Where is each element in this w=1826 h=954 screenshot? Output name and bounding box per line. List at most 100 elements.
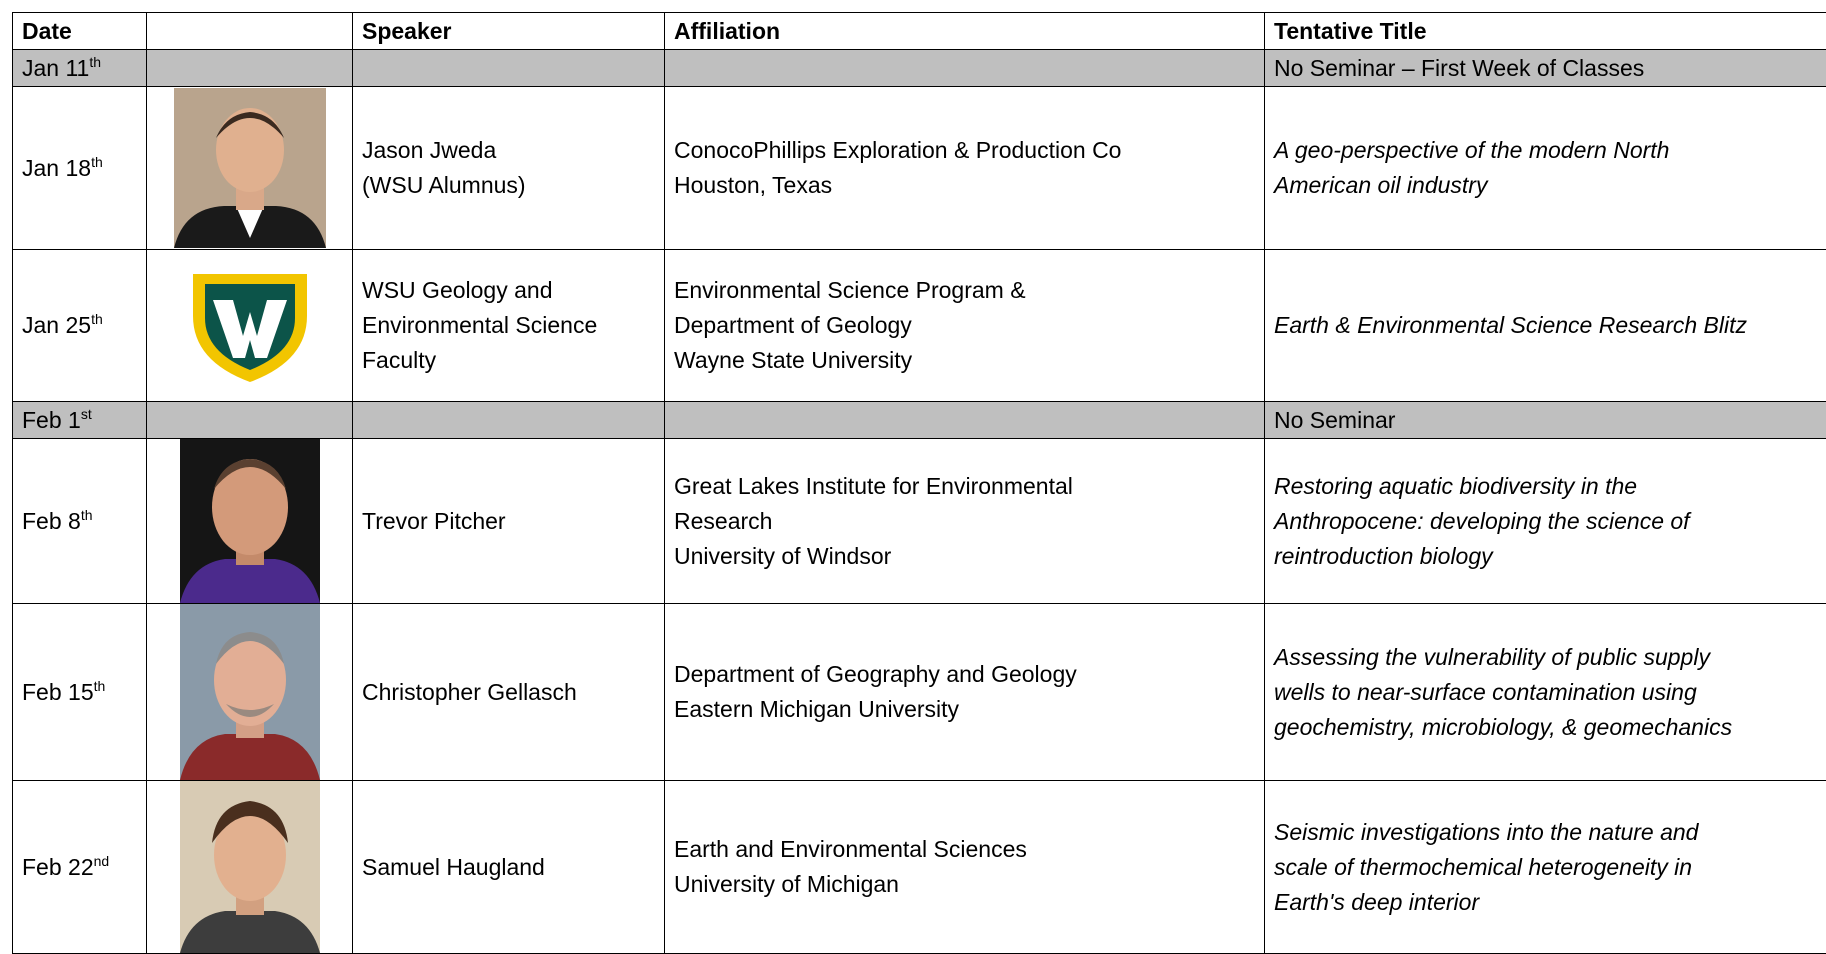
photo-cell — [147, 50, 353, 87]
text-line: geochemistry, microbiology, & geomechani… — [1274, 710, 1826, 745]
affiliation-cell: ConocoPhillips Exploration & Production … — [665, 87, 1265, 250]
text-line: Environmental Science — [362, 308, 655, 343]
date-text: Jan 11 — [22, 55, 89, 81]
table-row: Jan 11th No Seminar – First Week of Class… — [13, 50, 1826, 87]
speaker-photo — [185, 266, 315, 386]
photo-cell — [147, 402, 353, 439]
text-line: Trevor Pitcher — [362, 504, 655, 539]
text-line: Anthropocene: developing the science of — [1274, 504, 1826, 539]
date-cell: Jan 25th — [13, 250, 147, 402]
text-line: Department of Geology — [674, 308, 1255, 343]
date-suffix: th — [89, 54, 101, 70]
text-line: Faculty — [362, 343, 655, 378]
text-line: Houston, Texas — [674, 168, 1255, 203]
text-line: scale of thermochemical heterogeneity in — [1274, 850, 1826, 885]
text-line: University of Michigan — [674, 867, 1255, 902]
header-cell — [147, 13, 353, 50]
speaker-cell — [353, 402, 665, 439]
text-line: American oil industry — [1274, 168, 1826, 203]
date-text: Feb 8 — [22, 508, 81, 534]
text-line: Environmental Science Program & — [674, 273, 1255, 308]
affiliation-cell — [665, 50, 1265, 87]
title-cell: Seismic investigations into the nature a… — [1265, 781, 1826, 954]
text-line: Earth & Environmental Science Research B… — [1274, 308, 1826, 343]
text-line: Great Lakes Institute for Environmental — [674, 469, 1255, 504]
date-cell: Jan 18th — [13, 87, 147, 250]
text-line: Christopher Gellasch — [362, 675, 655, 710]
affiliation-cell: Environmental Science Program &Departmen… — [665, 250, 1265, 402]
date-suffix: th — [91, 154, 103, 170]
table-row: Feb 22nd Samuel Haugland Earth and Environ… — [13, 781, 1826, 954]
header-cell: Affiliation — [665, 13, 1265, 50]
speaker-cell — [353, 50, 665, 87]
date-text: Feb 22 — [22, 854, 94, 880]
date-suffix: th — [94, 678, 106, 694]
text-line: Jason Jweda — [362, 133, 655, 168]
schedule-table: Date Speaker Affiliation Tentative Title… — [12, 12, 1826, 954]
table-row: Feb 8th Trevor Pitcher Great Lakes Institu… — [13, 439, 1826, 604]
date-cell: Feb 8th — [13, 439, 147, 604]
text-line: A geo-perspective of the modern North — [1274, 133, 1826, 168]
photo-cell — [147, 439, 353, 604]
date-suffix: nd — [94, 853, 110, 869]
photo-cell — [147, 781, 353, 954]
table-row: Feb 1st No Seminar — [13, 402, 1826, 439]
text-line: ConocoPhillips Exploration & Production … — [674, 133, 1255, 168]
date-cell: Jan 11th — [13, 50, 147, 87]
page: Date Speaker Affiliation Tentative Title… — [0, 0, 1826, 949]
title-cell: No Seminar – First Week of Classes — [1265, 50, 1826, 87]
header-cell: Tentative Title — [1265, 13, 1826, 50]
date-text: Jan 25 — [22, 312, 91, 338]
photo-cell — [147, 250, 353, 402]
title-cell: Assessing the vulnerability of public su… — [1265, 604, 1826, 781]
photo-cell — [147, 87, 353, 250]
date-suffix: st — [81, 406, 92, 422]
header-row: Date Speaker Affiliation Tentative Title — [13, 13, 1826, 50]
text-line: WSU Geology and — [362, 273, 655, 308]
text-line: reintroduction biology — [1274, 539, 1826, 574]
table-row: Jan 18th Jason Jweda(WSU Alumnus) ConocoPh… — [13, 87, 1826, 250]
speaker-photo — [174, 88, 326, 248]
title-cell: No Seminar — [1265, 402, 1826, 439]
text-line: University of Windsor — [674, 539, 1255, 574]
text-line: No Seminar – First Week of Classes — [1274, 50, 1826, 86]
date-cell: Feb 15th — [13, 604, 147, 781]
text-line: Earth's deep interior — [1274, 885, 1826, 920]
header-cell: Date — [13, 13, 147, 50]
header-cell: Speaker — [353, 13, 665, 50]
speaker-cell: Christopher Gellasch — [353, 604, 665, 781]
title-cell: Earth & Environmental Science Research B… — [1265, 250, 1826, 402]
date-text: Feb 15 — [22, 679, 94, 705]
date-cell: Feb 1st — [13, 402, 147, 439]
speaker-cell: Trevor Pitcher — [353, 439, 665, 604]
speaker-photo — [180, 439, 320, 603]
date-text: Jan 18 — [22, 155, 91, 181]
text-line: No Seminar — [1274, 402, 1826, 438]
text-line: Seismic investigations into the nature a… — [1274, 815, 1826, 850]
speaker-cell: Samuel Haugland — [353, 781, 665, 954]
speaker-cell: Jason Jweda(WSU Alumnus) — [353, 87, 665, 250]
date-cell: Feb 22nd — [13, 781, 147, 954]
text-line: Department of Geography and Geology — [674, 657, 1255, 692]
text-line: Samuel Haugland — [362, 850, 655, 885]
date-suffix: th — [91, 311, 103, 327]
text-line: wells to near-surface contamination usin… — [1274, 675, 1826, 710]
text-line: Eastern Michigan University — [674, 692, 1255, 727]
date-text: Feb 1 — [22, 407, 81, 433]
speaker-photo — [180, 604, 320, 780]
text-line: Research — [674, 504, 1255, 539]
speaker-photo — [180, 781, 320, 953]
text-line: Wayne State University — [674, 343, 1255, 378]
table-row: Feb 15th Christopher Gellasch Department o… — [13, 604, 1826, 781]
text-line: (WSU Alumnus) — [362, 168, 655, 203]
text-line: Earth and Environmental Sciences — [674, 832, 1255, 867]
text-line: Assessing the vulnerability of public su… — [1274, 640, 1826, 675]
text-line: Restoring aquatic biodiversity in the — [1274, 469, 1826, 504]
